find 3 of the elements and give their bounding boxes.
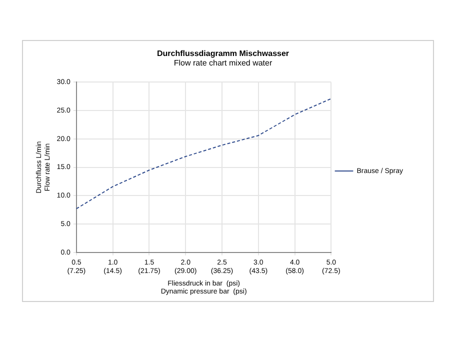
chart-subtitle: Flow rate chart mixed water [174,58,272,68]
line-series [76,98,332,210]
chart-title: Durchflussdiagramm Mischwasser [156,49,290,58]
